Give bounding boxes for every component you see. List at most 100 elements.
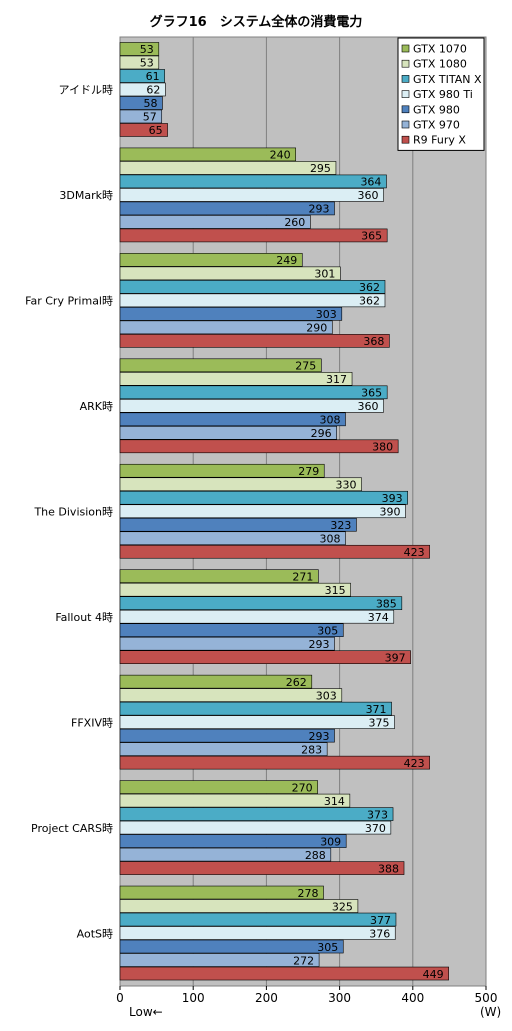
bar [119,780,318,794]
legend-label: GTX 1070 [413,43,467,56]
bar [119,293,386,308]
bar [119,490,408,505]
bar [119,280,386,294]
bar [119,939,344,954]
legend-swatch [401,90,410,98]
category-label: Project CARS時 [31,822,113,835]
bars: 53536162585765アイドル時240295364360293260365… [25,42,449,981]
bar-value-label: 240 [270,149,291,162]
bar [119,636,335,651]
bar-value-label: 53 [140,43,154,56]
bar [119,899,359,913]
bar [119,334,390,348]
bar-value-label: 362 [359,281,380,294]
category-label: The Division時 [33,506,113,519]
x-tick-label: 300 [328,991,351,1005]
bar [119,674,313,689]
bar-value-label: 305 [317,624,338,637]
bar [119,582,351,597]
bar-value-label: 370 [365,822,386,835]
chart-title: グラフ16 システム全体の消費電力 [150,14,363,30]
bar-value-label: 290 [306,322,327,335]
x-tick-label: 0 [116,991,124,1005]
bar-value-label: 362 [359,295,380,308]
bar-value-label: 423 [404,546,425,559]
bar [119,807,394,821]
x-axis-unit-label: (W) [480,1005,501,1019]
bar-value-label: 365 [361,387,382,400]
legend-swatch [401,59,410,68]
bar [119,650,411,664]
bar [119,266,341,281]
legend-label: GTX 980 Ti [413,88,473,101]
bar-value-label: 317 [326,373,347,386]
bar-value-label: 293 [308,638,329,651]
bar [119,517,357,532]
bar [119,609,395,624]
bar [119,477,362,492]
bar-value-label: 305 [317,941,338,954]
bar-value-label: 260 [284,216,305,229]
bar [119,215,311,229]
bar-value-label: 61 [146,70,160,83]
bar [119,701,392,716]
legend-swatch [401,105,410,114]
bar [119,161,337,175]
bar-value-label: 62 [146,84,160,97]
bar-value-label: 373 [367,808,388,821]
bar-value-label: 262 [286,676,307,689]
bar-value-label: 371 [366,703,387,716]
bar [119,439,399,454]
bar [119,623,344,637]
bar [119,96,163,110]
bar [119,426,337,440]
legend-swatch [401,75,410,83]
bar-value-label: 360 [358,400,379,413]
bar [119,188,384,202]
bar [119,715,395,729]
bar [119,253,303,267]
bar [119,596,403,610]
bar [119,372,353,386]
legend-label: GTX 980 [413,103,460,116]
bar-value-label: 385 [376,597,397,610]
bar-value-label: 293 [308,730,329,743]
bar [119,307,343,321]
x-tick-label: 200 [255,991,278,1005]
bar [119,755,430,770]
bar-value-label: 365 [361,230,382,243]
bar-value-label: 325 [332,900,353,913]
bar [119,504,406,519]
bar [119,399,384,413]
bar-value-label: 283 [301,743,322,756]
bar-value-label: 288 [305,849,326,862]
bar [119,966,449,981]
x-tick-label: 400 [401,991,424,1005]
bar [119,385,388,400]
bar [119,123,168,137]
bar-value-label: 279 [298,465,319,478]
bar-value-label: 58 [143,97,157,110]
bar-value-label: 397 [385,651,406,664]
x-tick-label: 100 [182,991,205,1005]
bar [119,412,346,427]
bar-value-label: 272 [293,954,314,967]
legend-label: GTX 1080 [413,58,467,71]
bar [119,544,430,559]
bar [119,55,160,70]
x-tick-label: 500 [475,991,498,1005]
bar [119,228,388,243]
bar [119,69,165,83]
bar [119,147,296,162]
legend-swatch [401,120,410,129]
legend-box [397,37,485,151]
bar [119,82,166,97]
bar-value-label: 315 [325,584,346,597]
bar-value-label: 330 [336,479,357,492]
bar-value-label: 65 [149,124,163,137]
legend-label: GTX 970 [413,119,460,132]
bar-value-label: 449 [423,968,444,981]
bar [119,953,320,967]
bar [119,728,335,743]
